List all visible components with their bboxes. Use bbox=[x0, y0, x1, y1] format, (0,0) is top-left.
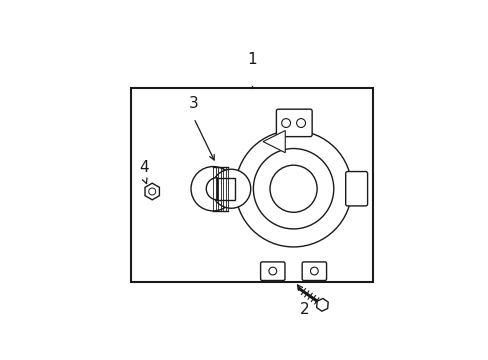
Circle shape bbox=[191, 167, 235, 211]
FancyBboxPatch shape bbox=[260, 262, 285, 280]
Circle shape bbox=[235, 131, 351, 247]
Polygon shape bbox=[145, 183, 159, 200]
Wedge shape bbox=[206, 177, 217, 200]
FancyBboxPatch shape bbox=[345, 172, 367, 206]
Circle shape bbox=[268, 267, 276, 275]
Circle shape bbox=[281, 118, 290, 127]
Text: 1: 1 bbox=[246, 52, 256, 67]
Circle shape bbox=[310, 267, 318, 275]
FancyBboxPatch shape bbox=[302, 262, 326, 280]
Circle shape bbox=[296, 118, 305, 127]
Circle shape bbox=[209, 185, 217, 193]
Bar bbox=[217, 177, 235, 200]
Polygon shape bbox=[316, 298, 327, 311]
FancyBboxPatch shape bbox=[276, 109, 311, 136]
Polygon shape bbox=[263, 131, 285, 153]
Circle shape bbox=[148, 188, 155, 195]
Text: 3: 3 bbox=[188, 96, 198, 111]
Text: 4: 4 bbox=[139, 160, 148, 175]
Text: 2: 2 bbox=[299, 302, 309, 318]
Bar bbox=[131, 87, 372, 282]
Circle shape bbox=[211, 169, 250, 208]
Circle shape bbox=[269, 165, 317, 212]
Circle shape bbox=[253, 149, 333, 229]
